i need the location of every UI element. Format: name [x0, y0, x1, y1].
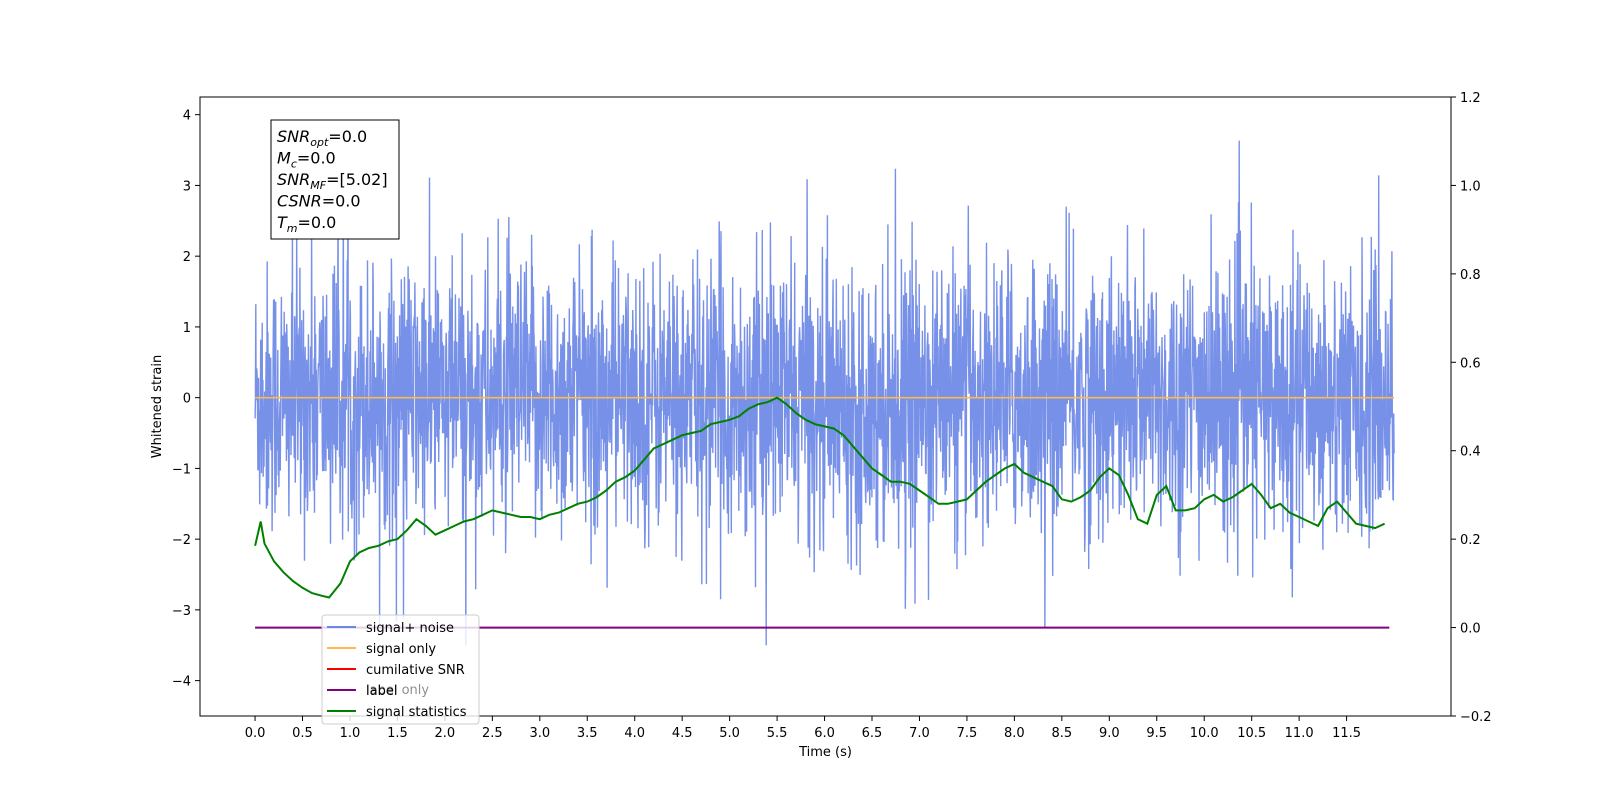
series-signal-statistics [254, 396, 1386, 599]
y-tick-label: −3 [172, 604, 191, 619]
y-axis-label: Whitened strain [150, 355, 165, 458]
x-tick-label: 6.5 [862, 726, 883, 741]
x-tick-label: 11.0 [1285, 726, 1314, 741]
legend: label only signal+ noise signal only cumila… [321, 614, 480, 725]
x-tick-label: 4.0 [624, 726, 645, 741]
x-tick-label: 2.0 [435, 726, 456, 741]
stats-line: SNRMF=[5.02] [277, 170, 388, 192]
y2-tick-label: 1.0 [1460, 179, 1481, 194]
y-tick-label: −4 [172, 675, 191, 690]
y2-tick-label: 0.4 [1460, 445, 1481, 460]
y-tick-label: 1 [183, 321, 191, 336]
y2-tick-label: 0.6 [1460, 356, 1481, 371]
stats-line: Tm=0.0 [277, 213, 336, 235]
x-tick-label: 11.5 [1332, 726, 1361, 741]
x-tick-label: 6.0 [814, 726, 835, 741]
y-tick-label: −1 [172, 462, 191, 477]
stats-box-frame [270, 119, 400, 240]
axes: 0.0 0.5 1.0 1.5 2.0 2.5 3.0 3.5 4.0 4.5 5.0 5.5 6.0 6… [150, 91, 1492, 760]
y2-tick-label: 1.2 [1460, 91, 1481, 106]
x-tick-label: 2.5 [482, 726, 503, 741]
plot-area [254, 140, 1395, 646]
legend-entry: signal only [366, 642, 436, 657]
legend-entry: cumilative SNR [366, 663, 465, 678]
x-axis-label: Time (s) [798, 745, 852, 760]
x-tick-label: 5.5 [767, 726, 788, 741]
x-tick-label: 3.5 [577, 726, 598, 741]
stats-line: Mc=0.0 [277, 149, 336, 171]
x-tick-label: 1.0 [340, 726, 361, 741]
x-tick-label: 7.5 [957, 726, 978, 741]
x-tick-label: 7.0 [909, 726, 930, 741]
y-tick-label: 2 [183, 250, 191, 265]
series-signal-noise [254, 140, 1395, 646]
y2-tick-label: 0.8 [1460, 268, 1481, 283]
x-tick-label: 5.0 [719, 726, 740, 741]
y-tick-label: 3 [183, 179, 191, 194]
legend-entry: signal statistics [366, 705, 467, 720]
x-tick-label: 1.5 [387, 726, 408, 741]
legend-frame [321, 614, 480, 725]
x-tick-label: 8.5 [1051, 726, 1072, 741]
legend-entry: signal+ noise [366, 621, 454, 636]
axes-frame [199, 96, 1452, 717]
x-tick-label: 4.5 [672, 726, 693, 741]
x-tick-label: 0.0 [245, 726, 266, 741]
x-tick-label: 0.5 [292, 726, 313, 741]
y-tick-label: −2 [172, 533, 191, 548]
y-tick-label: 0 [183, 392, 191, 407]
legend-entry: label [366, 684, 397, 699]
x-tick-label: 3.0 [529, 726, 550, 741]
x-tick-label: 8.0 [1004, 726, 1025, 741]
x-tick-label: 9.5 [1146, 726, 1167, 741]
x-tick-label: 9.0 [1099, 726, 1120, 741]
y2-tick-label: −0.2 [1460, 710, 1492, 725]
legend-overlap-text: label only [366, 683, 429, 698]
x-tick-label: 10.5 [1237, 726, 1266, 741]
y-tick-label: 4 [183, 109, 191, 124]
y2-tick-label: 0.0 [1460, 622, 1481, 637]
stats-line: CSNR=0.0 [277, 192, 361, 211]
y2-tick-label: 0.2 [1460, 533, 1481, 548]
x-tick-label: 10.0 [1190, 726, 1219, 741]
stats-line: SNRopt=0.0 [277, 127, 367, 149]
